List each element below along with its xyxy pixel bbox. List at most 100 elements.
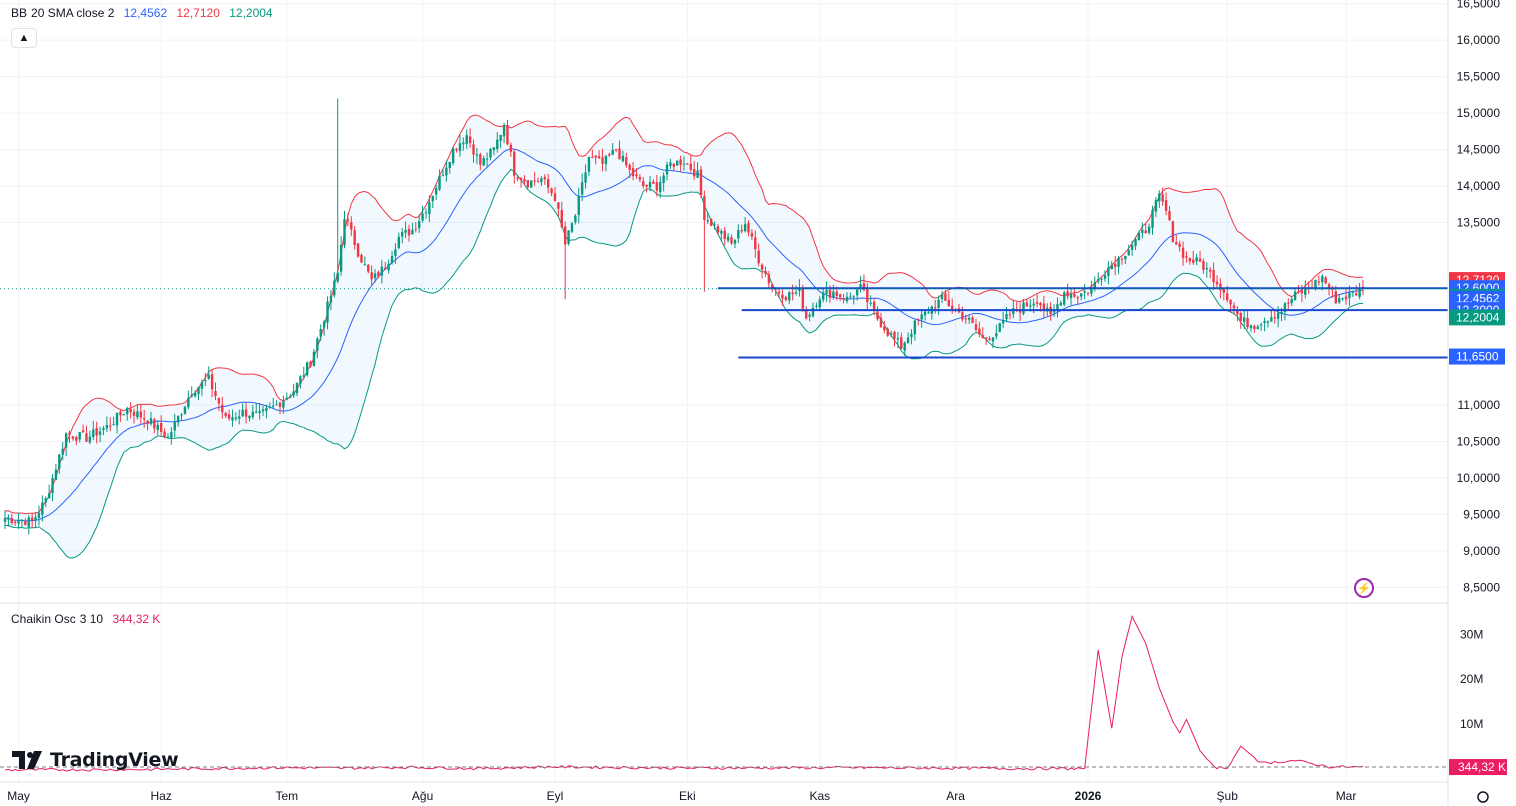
chaikin-value: 344,32 K: [112, 612, 161, 626]
chaikin-legend[interactable]: Chaikin Osc 3 10 344,32 K: [11, 612, 166, 626]
candle-body-351: [1195, 257, 1198, 262]
candle-body-290: [988, 338, 991, 340]
tradingview-logo-icon: [12, 751, 42, 769]
candle-body-195: [665, 164, 669, 175]
candle-body-200: [682, 163, 686, 165]
candle-body-179: [611, 149, 614, 155]
candle-body-163: [557, 202, 560, 209]
y-tick-label-2: 15,5000: [1457, 70, 1501, 84]
candle-body-285: [971, 317, 974, 324]
candle-body-13: [47, 493, 51, 499]
candle-body-319: [1086, 292, 1090, 294]
bb-legend[interactable]: BB 20 SMA close 2 12,4562 12,7120 12,2004: [11, 6, 279, 20]
candle-body-8: [30, 517, 34, 521]
candle-body-47: [163, 431, 166, 438]
candle-body-66: [227, 414, 231, 419]
candle-body-187: [638, 177, 642, 180]
y-tick-label-4: 14,5000: [1457, 143, 1501, 157]
candle-body-95: [326, 301, 329, 323]
candle-body-112: [384, 267, 387, 270]
candle-body-336: [1144, 230, 1147, 234]
candle-body-327: [1113, 263, 1117, 267]
bolt-icon[interactable]: ⚡: [1354, 578, 1374, 598]
candle-body-85: [292, 391, 295, 396]
candle-body-399: [1358, 288, 1361, 297]
candle-body-91: [312, 351, 316, 366]
candle-body-133: [455, 148, 458, 151]
candle-body-251: [855, 289, 859, 296]
candle-body-167: [570, 223, 574, 232]
candle-body-145: [496, 139, 499, 149]
candle-body-35: [122, 414, 126, 416]
candle-body-87: [299, 376, 302, 385]
collapse-legend-button[interactable]: ▲: [11, 28, 37, 48]
candle-body-218: [743, 224, 747, 232]
candle-body-245: [835, 291, 838, 296]
osc-value-label-bg: [1449, 759, 1507, 776]
tradingview-logo[interactable]: TradingView: [12, 749, 179, 771]
candle-body-127: [434, 188, 438, 195]
candle-body-206: [703, 196, 706, 221]
candle-body-226: [771, 284, 774, 290]
candle-body-303: [1032, 303, 1035, 306]
upper-band-line: [4, 114, 1364, 515]
candle-body-48: [166, 436, 170, 439]
candle-body-159: [543, 176, 547, 180]
candle-body-214: [730, 237, 733, 244]
candle-body-162: [553, 193, 557, 201]
bb-name: BB: [11, 6, 28, 20]
candle-body-122: [417, 221, 421, 229]
candle-body-287: [978, 328, 981, 335]
candle-body-158: [540, 178, 543, 183]
candle-body-301: [1025, 302, 1029, 307]
candle-body-222: [757, 250, 760, 264]
price-label-bg-6: [1449, 348, 1505, 365]
candle-body-104: [356, 243, 360, 257]
candle-body-98: [336, 272, 339, 282]
horizontal-lines[interactable]: [0, 287, 1448, 359]
candle-body-322: [1096, 279, 1100, 282]
candle-body-394: [1341, 298, 1344, 300]
candle-body-18: [64, 433, 68, 448]
candle-body-345: [1175, 242, 1178, 245]
candle-body-110: [377, 271, 380, 277]
candle-body-304: [1035, 302, 1039, 304]
candle-body-194: [662, 175, 665, 183]
candle-body-260: [886, 328, 889, 336]
candle-body-375: [1276, 312, 1280, 319]
candle-body-183: [625, 157, 628, 166]
candle-body-257: [876, 311, 879, 320]
candle-body-192: [655, 182, 659, 191]
candle-body-78: [268, 406, 272, 408]
candle-body-46: [159, 423, 163, 433]
candle-body-398: [1355, 293, 1358, 296]
candle-body-362: [1232, 305, 1236, 309]
candle-body-311: [1059, 302, 1063, 306]
candle-body-92: [316, 338, 319, 351]
candle-body-111: [380, 266, 384, 276]
candle-body-165: [563, 226, 567, 245]
candle-body-190: [648, 182, 652, 188]
candle-body-382: [1300, 290, 1304, 294]
candle-body-365: [1242, 317, 1246, 322]
candle-body-369: [1256, 326, 1259, 329]
candle-body-216: [737, 230, 740, 239]
candle-body-60: [207, 374, 210, 379]
candle-body-40: [139, 411, 142, 418]
candle-body-389: [1324, 277, 1327, 284]
candle-body-65: [224, 412, 227, 417]
candle-body-7: [27, 517, 30, 527]
candle-body-196: [669, 162, 672, 166]
candle-body-90: [309, 361, 312, 367]
candle-body-374: [1273, 317, 1276, 319]
candle-body-205: [699, 169, 703, 196]
candle-body-69: [238, 416, 241, 419]
candle-body-376: [1280, 312, 1283, 315]
candle-body-240: [818, 299, 821, 308]
gear-icon[interactable]: [1477, 791, 1489, 803]
candle-body-21: [75, 436, 78, 441]
grid-lines: [0, 0, 1448, 782]
candle-body-244: [832, 291, 835, 298]
candle-body-176: [601, 157, 604, 164]
